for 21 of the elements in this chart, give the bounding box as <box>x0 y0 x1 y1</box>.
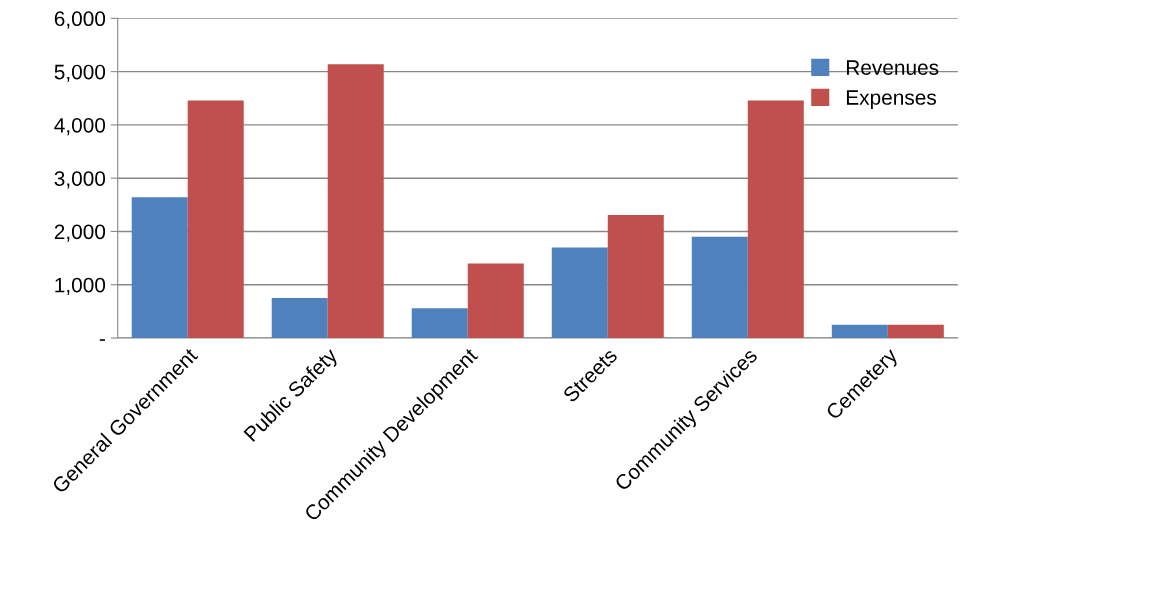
y-tick-label: 5,000 <box>54 64 106 82</box>
bar <box>467 263 524 339</box>
y-tick-label: 6,000 <box>54 11 106 29</box>
y-tick-label: 4,000 <box>54 117 106 136</box>
y-tick-label: 3,000 <box>54 171 106 189</box>
bar <box>411 308 468 339</box>
bar <box>747 100 804 339</box>
legend-label: Revenues <box>846 60 939 75</box>
bar <box>131 197 188 339</box>
y-tick-label: 1,000 <box>55 277 106 295</box>
bar <box>271 298 328 339</box>
legend-label: Expenses <box>846 90 936 109</box>
bar <box>887 324 944 339</box>
bar <box>607 214 664 339</box>
bar <box>831 324 888 339</box>
bar <box>187 100 244 339</box>
y-tick-label: 2,000 <box>54 224 106 242</box>
bar <box>327 64 384 339</box>
bar <box>551 247 608 339</box>
bar <box>691 236 748 339</box>
y-tick-label: - <box>99 339 105 341</box>
